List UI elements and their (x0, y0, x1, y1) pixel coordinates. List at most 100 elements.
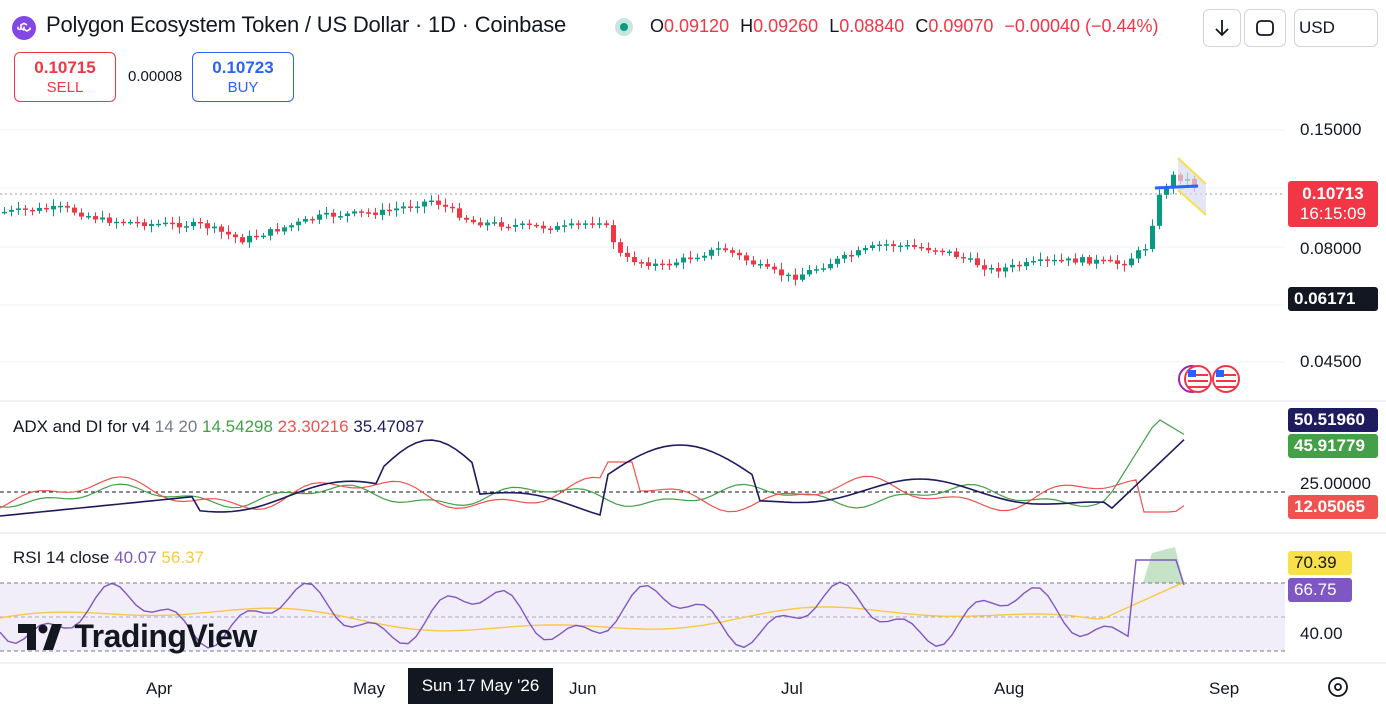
spread-value: 0.00008 (128, 68, 183, 85)
sell-price: 0.10715 (34, 58, 96, 77)
candle-body (233, 234, 238, 238)
candle-body (751, 260, 756, 265)
candle-body (716, 248, 721, 250)
candle-body (772, 266, 777, 270)
candle-body (247, 235, 252, 243)
candle-body (996, 267, 1001, 272)
candle-body (380, 209, 385, 215)
candle-body (905, 245, 910, 247)
candle-body (289, 225, 294, 228)
candle-body (86, 216, 91, 218)
candle-body (968, 258, 973, 260)
candle-body (548, 228, 553, 230)
candle-body (93, 216, 98, 220)
candle-body (660, 263, 665, 266)
price-tick: 0.04500 (1300, 352, 1362, 371)
candle-body (324, 212, 329, 215)
candle-body (1136, 250, 1141, 259)
candle-body (261, 235, 266, 238)
download-button[interactable] (1203, 9, 1241, 47)
fullscreen-button[interactable] (1244, 9, 1286, 47)
candle-body (541, 225, 546, 229)
market-status-icon[interactable] (615, 18, 633, 36)
tradingview-wordmark: TradingView (74, 618, 257, 654)
candle-body (877, 244, 882, 247)
sell-button[interactable]: 0.10715 SELL (14, 52, 116, 102)
candle-body (674, 262, 679, 266)
candle-body (723, 248, 728, 251)
adx-title: ADX and DI for v4 (13, 417, 151, 436)
candle-body (611, 225, 616, 243)
candle-body (135, 221, 140, 224)
price-tick: 0.15000 (1300, 120, 1362, 139)
buy-button[interactable]: 0.10723 BUY (192, 52, 294, 102)
rsi-ma-tag: 70.39 (1288, 551, 1352, 575)
candle-body (758, 264, 763, 266)
candle-body (646, 262, 651, 266)
drawing-line-top (1177, 157, 1207, 185)
candle-body (296, 221, 301, 226)
candle-body (835, 258, 840, 264)
high-value: 0.09260 (753, 16, 819, 36)
candle-body (688, 257, 693, 260)
candle-body (464, 217, 469, 220)
rsi-line (0, 559, 1185, 649)
adx-legend[interactable]: ADX and DI for v4 14 20 14.54298 23.3021… (13, 417, 424, 437)
candle-body (401, 206, 406, 209)
crosshair-date-label: Sun 17 May '26 (408, 668, 553, 704)
candle-body (156, 223, 161, 226)
rsi-overbought-fill (1143, 547, 1184, 583)
candle-body (569, 223, 574, 226)
candle-body (1157, 194, 1162, 226)
bar-countdown: 16:15:09 (1299, 204, 1367, 223)
candle-body (268, 229, 273, 236)
candle-body (1003, 267, 1008, 272)
us-flag-icon (1178, 365, 1240, 393)
rsi-band (0, 583, 1285, 651)
candle-body (1150, 225, 1155, 249)
currency-select[interactable]: USD (1294, 9, 1378, 47)
rsi-level-tick: 40.00 (1300, 624, 1343, 643)
candle-body (520, 223, 525, 226)
time-tick: Apr (146, 679, 173, 698)
candle-body (2, 211, 7, 214)
rsi-ma-value: 56.37 (161, 548, 204, 567)
adx-line (0, 439, 1185, 517)
adx-value: 35.47087 (353, 417, 425, 436)
candle-body (982, 265, 987, 270)
plus-di-tag: 45.91779 (1288, 434, 1378, 458)
candle-body (184, 226, 189, 228)
candle-body (1080, 257, 1085, 263)
candle-body (940, 250, 945, 253)
tradingview-logo: TradingView (18, 618, 257, 655)
low-value: 0.08840 (839, 16, 905, 36)
symbol-title[interactable]: Polygon Ecosystem Token / US Dollar · 1D… (46, 12, 567, 37)
fullscreen-icon (1256, 20, 1274, 36)
candle-body (1066, 258, 1071, 261)
low-key: L (829, 16, 840, 36)
chart-header: Polygon Ecosystem Token / US Dollar · 1D… (0, 0, 1386, 56)
tradingview-logo-icon (18, 624, 62, 650)
candle-body (492, 222, 497, 224)
settings-icon[interactable] (1328, 677, 1348, 697)
candle-body (205, 223, 210, 229)
candle-body (1031, 260, 1036, 263)
rsi-legend[interactable]: RSI 14 close 40.07 56.37 (13, 548, 204, 568)
candle-body (695, 257, 700, 260)
minus-di-value: 23.30216 (277, 417, 349, 436)
candle-body (275, 229, 280, 232)
high-key: H (740, 16, 754, 36)
candle-body (499, 222, 504, 227)
candle-body (30, 209, 35, 212)
candle-body (387, 209, 392, 212)
time-tick: Sep (1209, 679, 1240, 698)
candle-body (849, 255, 854, 257)
candle-body (884, 244, 889, 246)
time-tick: Jun (569, 679, 597, 698)
candle-body (142, 222, 147, 227)
candle-body (555, 226, 560, 230)
arrow-down-icon (1215, 20, 1229, 37)
candle-body (254, 235, 259, 238)
candle-body (65, 205, 70, 208)
